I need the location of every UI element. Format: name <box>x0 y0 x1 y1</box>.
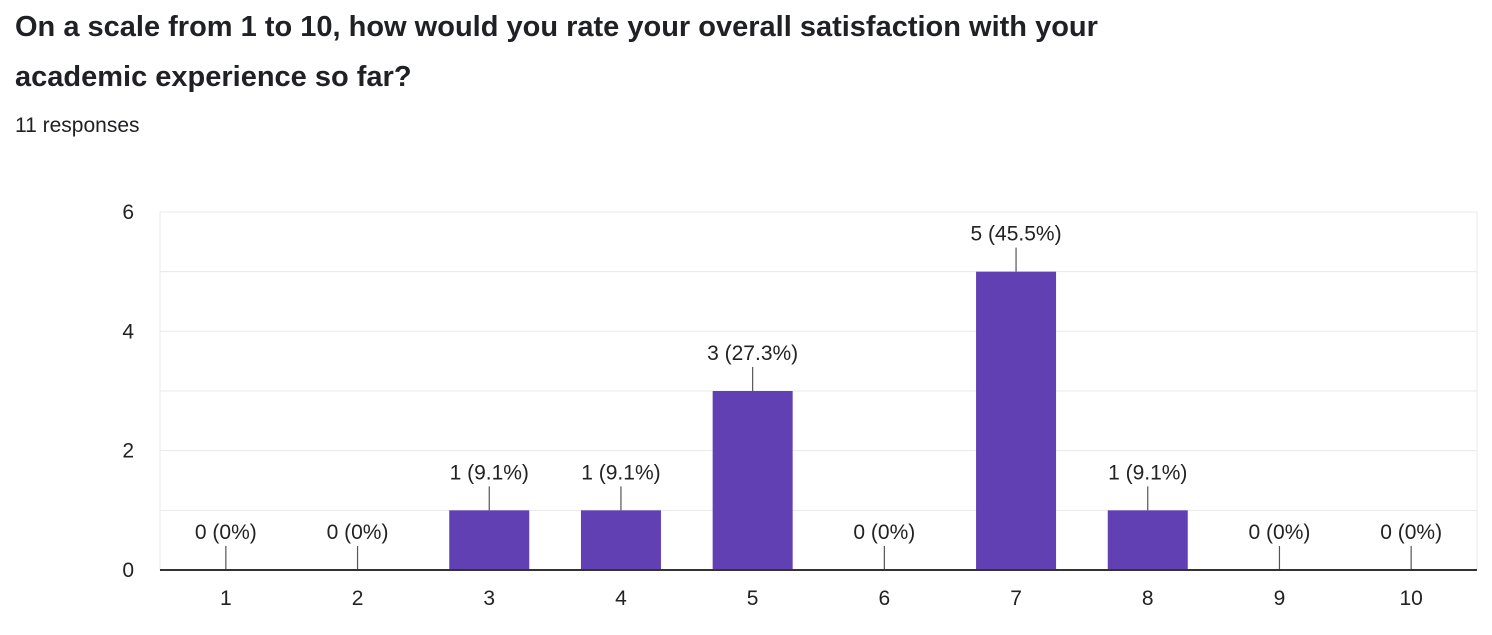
x-tick-label: 8 <box>1142 587 1154 610</box>
bar <box>712 391 793 570</box>
y-axis-ticks: 0 2 4 6 <box>122 201 134 582</box>
question-title: On a scale from 1 to 10, how would you r… <box>15 11 1098 93</box>
x-tick-label: 9 <box>1274 587 1286 610</box>
data-label: 5 (45.5%) <box>971 223 1062 246</box>
x-tick-label: 1 <box>220 587 232 610</box>
bar <box>580 510 661 570</box>
bars <box>449 271 1188 570</box>
x-tick-label: 4 <box>615 587 627 610</box>
data-label: 0 (0%) <box>1249 521 1311 544</box>
x-axis-ticks: 1 2 3 4 5 6 7 8 9 10 <box>220 587 1423 610</box>
x-tick-label: 6 <box>879 587 891 610</box>
data-label: 1 (9.1%) <box>450 461 529 484</box>
x-tick-label: 10 <box>1399 587 1422 610</box>
data-label: 0 (0%) <box>327 521 389 544</box>
x-tick-label: 3 <box>483 587 495 610</box>
bar <box>449 510 530 570</box>
x-tick-label: 2 <box>352 587 364 610</box>
x-tick-label: 5 <box>747 587 759 610</box>
gridlines <box>159 211 1478 570</box>
response-count: 11 responses <box>15 114 140 137</box>
bar <box>976 271 1057 570</box>
data-label: 0 (0%) <box>1380 521 1442 544</box>
data-label: 0 (0%) <box>853 521 915 544</box>
data-label: 3 (27.3%) <box>707 342 798 365</box>
data-label: 1 (9.1%) <box>1108 461 1187 484</box>
x-tick-label: 7 <box>1010 587 1022 610</box>
y-tick-label: 0 <box>122 559 134 582</box>
data-label: 1 (9.1%) <box>581 461 660 484</box>
data-labels: 0 (0%) 0 (0%) 1 (9.1%) 1 (9.1%) 3 (27.3%) 0 (… <box>195 223 1442 570</box>
bar <box>1107 510 1188 570</box>
data-label: 0 (0%) <box>195 521 257 544</box>
y-tick-label: 2 <box>122 440 134 463</box>
y-tick-label: 4 <box>122 320 134 343</box>
y-tick-label: 6 <box>122 201 134 224</box>
